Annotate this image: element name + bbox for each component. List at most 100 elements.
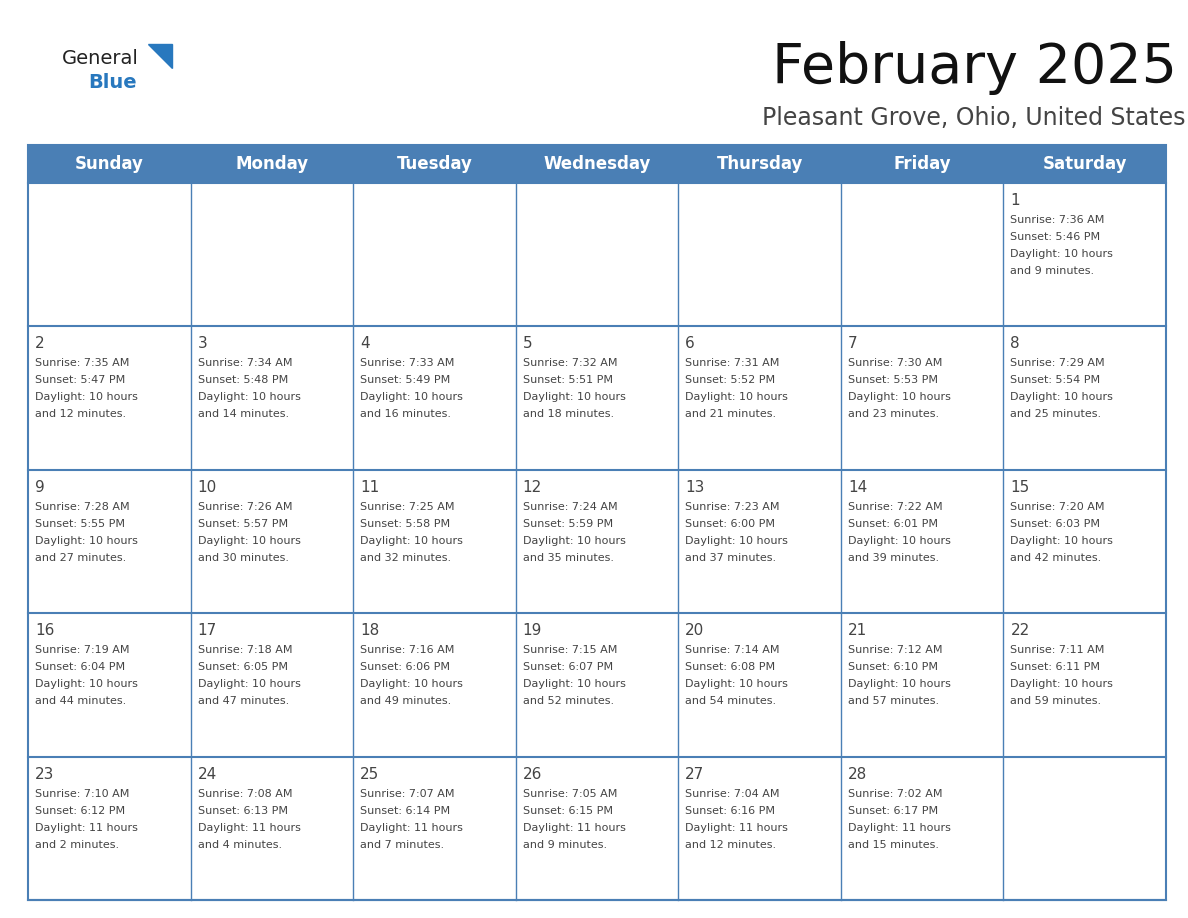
- Text: Sunset: 6:08 PM: Sunset: 6:08 PM: [685, 662, 776, 672]
- Bar: [353, 145, 516, 183]
- Text: Daylight: 11 hours: Daylight: 11 hours: [848, 823, 950, 833]
- Text: 12: 12: [523, 480, 542, 495]
- Text: 10: 10: [197, 480, 217, 495]
- Text: Sunrise: 7:34 AM: Sunrise: 7:34 AM: [197, 358, 292, 368]
- Bar: [516, 470, 678, 613]
- Text: and 4 minutes.: and 4 minutes.: [197, 840, 282, 849]
- Text: and 21 minutes.: and 21 minutes.: [685, 409, 777, 420]
- Text: Daylight: 10 hours: Daylight: 10 hours: [34, 679, 138, 689]
- Bar: [841, 145, 1004, 183]
- Bar: [841, 183, 1004, 327]
- Bar: [516, 613, 678, 756]
- Bar: [678, 145, 841, 183]
- Text: Daylight: 10 hours: Daylight: 10 hours: [360, 679, 463, 689]
- Text: Sunset: 5:58 PM: Sunset: 5:58 PM: [360, 519, 450, 529]
- Text: Sunrise: 7:12 AM: Sunrise: 7:12 AM: [848, 645, 942, 655]
- Text: Sunset: 6:03 PM: Sunset: 6:03 PM: [1011, 519, 1100, 529]
- Text: and 23 minutes.: and 23 minutes.: [848, 409, 939, 420]
- Text: 19: 19: [523, 623, 542, 638]
- Text: Daylight: 10 hours: Daylight: 10 hours: [34, 536, 138, 546]
- Text: Daylight: 10 hours: Daylight: 10 hours: [360, 536, 463, 546]
- Text: Sunset: 5:48 PM: Sunset: 5:48 PM: [197, 375, 287, 386]
- Text: Sunset: 6:07 PM: Sunset: 6:07 PM: [523, 662, 613, 672]
- Text: Sunrise: 7:32 AM: Sunrise: 7:32 AM: [523, 358, 618, 368]
- Text: Daylight: 11 hours: Daylight: 11 hours: [360, 823, 463, 833]
- Bar: [353, 327, 516, 470]
- Text: 27: 27: [685, 767, 704, 781]
- Text: and 15 minutes.: and 15 minutes.: [848, 840, 939, 849]
- Bar: [190, 327, 353, 470]
- Text: Sunset: 6:12 PM: Sunset: 6:12 PM: [34, 806, 125, 815]
- Bar: [353, 183, 516, 327]
- Text: Daylight: 10 hours: Daylight: 10 hours: [523, 536, 626, 546]
- Text: Sunset: 6:13 PM: Sunset: 6:13 PM: [197, 806, 287, 815]
- Text: Wednesday: Wednesday: [543, 155, 651, 173]
- Text: 2: 2: [34, 336, 45, 352]
- Bar: [1004, 327, 1165, 470]
- Bar: [678, 470, 841, 613]
- Text: and 47 minutes.: and 47 minutes.: [197, 696, 289, 706]
- Text: Sunrise: 7:23 AM: Sunrise: 7:23 AM: [685, 502, 779, 512]
- Bar: [678, 613, 841, 756]
- Text: Daylight: 10 hours: Daylight: 10 hours: [685, 392, 788, 402]
- Text: Sunrise: 7:05 AM: Sunrise: 7:05 AM: [523, 789, 617, 799]
- Text: and 12 minutes.: and 12 minutes.: [685, 840, 777, 849]
- Text: Sunrise: 7:31 AM: Sunrise: 7:31 AM: [685, 358, 779, 368]
- Text: Sunset: 6:01 PM: Sunset: 6:01 PM: [848, 519, 937, 529]
- Text: 5: 5: [523, 336, 532, 352]
- Text: Sunset: 5:51 PM: Sunset: 5:51 PM: [523, 375, 613, 386]
- Text: Sunset: 6:16 PM: Sunset: 6:16 PM: [685, 806, 776, 815]
- Text: 28: 28: [848, 767, 867, 781]
- Bar: [1004, 470, 1165, 613]
- Text: and 9 minutes.: and 9 minutes.: [1011, 266, 1094, 276]
- Text: Daylight: 11 hours: Daylight: 11 hours: [34, 823, 138, 833]
- Text: Sunrise: 7:36 AM: Sunrise: 7:36 AM: [1011, 215, 1105, 225]
- Bar: [29, 145, 190, 183]
- Bar: [1004, 183, 1165, 327]
- Text: Sunrise: 7:07 AM: Sunrise: 7:07 AM: [360, 789, 455, 799]
- Text: Sunset: 6:10 PM: Sunset: 6:10 PM: [848, 662, 937, 672]
- Text: Sunrise: 7:20 AM: Sunrise: 7:20 AM: [1011, 502, 1105, 512]
- Text: Sunrise: 7:11 AM: Sunrise: 7:11 AM: [1011, 645, 1105, 655]
- Text: and 2 minutes.: and 2 minutes.: [34, 840, 119, 849]
- Text: Daylight: 11 hours: Daylight: 11 hours: [523, 823, 626, 833]
- Text: Sunset: 6:17 PM: Sunset: 6:17 PM: [848, 806, 939, 815]
- Text: Sunset: 5:52 PM: Sunset: 5:52 PM: [685, 375, 776, 386]
- Bar: [841, 470, 1004, 613]
- Text: Daylight: 10 hours: Daylight: 10 hours: [685, 536, 788, 546]
- Text: 6: 6: [685, 336, 695, 352]
- Text: Sunrise: 7:26 AM: Sunrise: 7:26 AM: [197, 502, 292, 512]
- Bar: [516, 327, 678, 470]
- Text: Daylight: 10 hours: Daylight: 10 hours: [1011, 536, 1113, 546]
- Text: 18: 18: [360, 623, 379, 638]
- Text: 1: 1: [1011, 193, 1020, 208]
- Text: and 54 minutes.: and 54 minutes.: [685, 696, 777, 706]
- Text: and 32 minutes.: and 32 minutes.: [360, 553, 451, 563]
- Text: and 9 minutes.: and 9 minutes.: [523, 840, 607, 849]
- Text: Sunrise: 7:04 AM: Sunrise: 7:04 AM: [685, 789, 779, 799]
- Text: and 39 minutes.: and 39 minutes.: [848, 553, 939, 563]
- Text: General: General: [62, 49, 139, 68]
- Text: Sunrise: 7:22 AM: Sunrise: 7:22 AM: [848, 502, 942, 512]
- Bar: [190, 756, 353, 900]
- Text: and 16 minutes.: and 16 minutes.: [360, 409, 451, 420]
- Text: and 35 minutes.: and 35 minutes.: [523, 553, 614, 563]
- Text: and 7 minutes.: and 7 minutes.: [360, 840, 444, 849]
- Text: Daylight: 10 hours: Daylight: 10 hours: [1011, 249, 1113, 259]
- Text: Sunset: 6:11 PM: Sunset: 6:11 PM: [1011, 662, 1100, 672]
- Text: Pleasant Grove, Ohio, United States: Pleasant Grove, Ohio, United States: [763, 106, 1186, 130]
- Text: 4: 4: [360, 336, 369, 352]
- Text: Daylight: 10 hours: Daylight: 10 hours: [523, 679, 626, 689]
- Text: Daylight: 11 hours: Daylight: 11 hours: [685, 823, 788, 833]
- Text: Daylight: 10 hours: Daylight: 10 hours: [1011, 392, 1113, 402]
- Bar: [29, 613, 190, 756]
- Text: Sunset: 5:57 PM: Sunset: 5:57 PM: [197, 519, 287, 529]
- Text: Sunset: 5:47 PM: Sunset: 5:47 PM: [34, 375, 125, 386]
- Text: Sunset: 5:53 PM: Sunset: 5:53 PM: [848, 375, 937, 386]
- Text: 24: 24: [197, 767, 217, 781]
- Text: 16: 16: [34, 623, 55, 638]
- Text: 11: 11: [360, 480, 379, 495]
- Text: Daylight: 10 hours: Daylight: 10 hours: [360, 392, 463, 402]
- Polygon shape: [148, 44, 172, 68]
- Text: Sunrise: 7:18 AM: Sunrise: 7:18 AM: [197, 645, 292, 655]
